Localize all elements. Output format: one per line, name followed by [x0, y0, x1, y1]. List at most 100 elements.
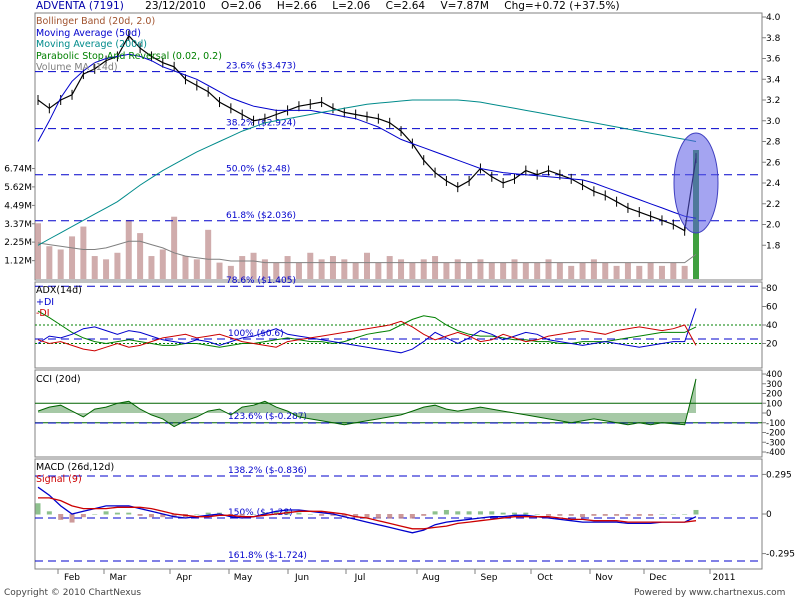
- macd-series-1: [38, 497, 697, 530]
- fib-level-label: 38.2% ($2.924): [226, 119, 296, 129]
- cci-area: [38, 378, 696, 427]
- x-tick-label: Dec: [649, 573, 666, 583]
- cci-y-tick-label: -400: [766, 448, 785, 458]
- volume-bar: [46, 246, 53, 279]
- macd-histogram-bar: [353, 514, 359, 518]
- volume-bar: [477, 259, 484, 279]
- volume-bar: [329, 256, 336, 279]
- price-y-tick-label: 3.6: [766, 55, 781, 65]
- macd-histogram-bar: [466, 511, 472, 515]
- volume-bar: [35, 223, 41, 279]
- volume-bar: [409, 262, 416, 279]
- macd-histogram-bar: [693, 509, 699, 515]
- volume-bar: [432, 256, 439, 279]
- volume-bar: [137, 233, 144, 279]
- volume-bar: [534, 262, 541, 279]
- volume-bar: [658, 265, 665, 279]
- macd-histogram-bar: [670, 514, 676, 515]
- macd-histogram-bar: [523, 512, 529, 515]
- breakout-highlight-ellipse: [673, 132, 719, 234]
- macd-histogram-bar: [137, 514, 143, 516]
- legend-volume-ma: Volume MA (14d): [36, 62, 118, 73]
- macd-histogram-bar: [148, 514, 154, 518]
- volume-bar: [488, 262, 495, 279]
- price-y-tick-label: 4.0: [766, 13, 781, 23]
- volume-bar: [159, 249, 166, 279]
- macd-histogram-bar: [591, 514, 597, 516]
- volume-bar: [443, 262, 450, 279]
- volume-bar: [579, 262, 586, 279]
- volume-bar: [341, 259, 348, 279]
- macd-histogram-bar: [534, 514, 540, 515]
- adx-legend: ADX(14d) +DI -DI: [36, 285, 82, 320]
- adx-series-2: [37, 320, 697, 352]
- legend-minus-di: -DI: [36, 308, 50, 319]
- macd-histogram-bar: [273, 511, 279, 515]
- volume-bar: [239, 256, 246, 279]
- macd-histogram-bar: [126, 512, 132, 515]
- macd-histogram-bar: [114, 512, 120, 515]
- adx-y-tick-label: 60: [766, 303, 778, 313]
- macd-histogram-bar: [625, 514, 631, 516]
- volume-bar: [636, 265, 643, 279]
- macd-histogram-bar: [251, 514, 257, 515]
- macd-histogram-bar: [103, 511, 109, 515]
- quote-volume: V=7.87M: [440, 0, 489, 12]
- macd-histogram-bar: [296, 512, 302, 515]
- macd-fib-label: 150% ($-1.28): [228, 508, 293, 518]
- volume-bar: [466, 262, 473, 279]
- volume-bar: [454, 259, 461, 279]
- macd-histogram-bar: [387, 514, 393, 519]
- quote-header: ADVENTA (7191) 23/12/2010 O=2.06 H=2.66 …: [36, 0, 632, 12]
- volume-bar: [91, 256, 98, 279]
- volume-bar: [216, 262, 223, 279]
- macd-histogram-bar: [443, 509, 449, 515]
- macd-histogram-bar: [636, 514, 642, 516]
- quote-low: L=2.06: [332, 0, 371, 12]
- volume-bar: [318, 259, 325, 279]
- fib-level-label: 23.6% ($3.473): [226, 62, 296, 72]
- price-y-tick-label: 1.8: [766, 241, 781, 251]
- macd-histogram-bar: [398, 514, 404, 519]
- volume-bar: [307, 252, 314, 279]
- quote-high: H=2.66: [276, 0, 317, 12]
- macd-histogram-bar: [489, 511, 495, 515]
- x-tick-label: Mar: [110, 573, 127, 583]
- macd-histogram-bar: [455, 511, 461, 515]
- macd-histogram-bar: [205, 512, 211, 515]
- cci-y-tick-label: 200: [766, 390, 782, 400]
- volume-y-tick-label: 2.25M: [4, 238, 32, 248]
- volume-bar: [352, 262, 359, 279]
- volume-bar: [148, 256, 155, 279]
- volume-bar: [522, 262, 529, 279]
- volume-bar: [182, 256, 189, 279]
- legend-ma50: Moving Average (50d): [36, 27, 141, 39]
- powered-by-text: Powered by www.chartnexus.com: [634, 588, 786, 598]
- volume-bar: [205, 229, 212, 279]
- volume-bar: [80, 226, 87, 279]
- macd-histogram-bar: [35, 503, 41, 515]
- adx-y-tick-label: 80: [766, 284, 778, 294]
- price-y-tick-label: 2.6: [766, 158, 781, 168]
- volume-bar: [500, 262, 507, 279]
- macd-fib-label: 161.8% ($-1.724): [228, 551, 307, 561]
- macd-histogram-bar: [546, 514, 552, 516]
- x-tick-label: May: [234, 573, 253, 583]
- price-legend: Bollinger Band (20d, 2.0) Moving Average…: [36, 16, 222, 74]
- volume-bar: [103, 259, 110, 279]
- legend-macd: MACD (26d,12d): [36, 462, 115, 473]
- ticker-label: ADVENTA (7191): [36, 0, 124, 12]
- macd-histogram-bar: [682, 514, 688, 515]
- x-tick-label: Aug: [422, 573, 440, 583]
- adx-y-tick-label: 40: [766, 321, 778, 331]
- legend-sar: Parabolic Stop And Reversal (0.02, 0.2): [36, 50, 222, 62]
- macd-histogram-bar: [92, 514, 98, 515]
- macd-histogram-bar: [364, 514, 370, 519]
- volume-bar: [250, 252, 257, 279]
- volume-bar: [114, 252, 121, 279]
- panel-frame-cci: [34, 369, 763, 458]
- macd-histogram-bar: [500, 512, 506, 515]
- quote-open: O=2.06: [221, 0, 262, 12]
- legend-signal: Signal (9): [36, 473, 82, 485]
